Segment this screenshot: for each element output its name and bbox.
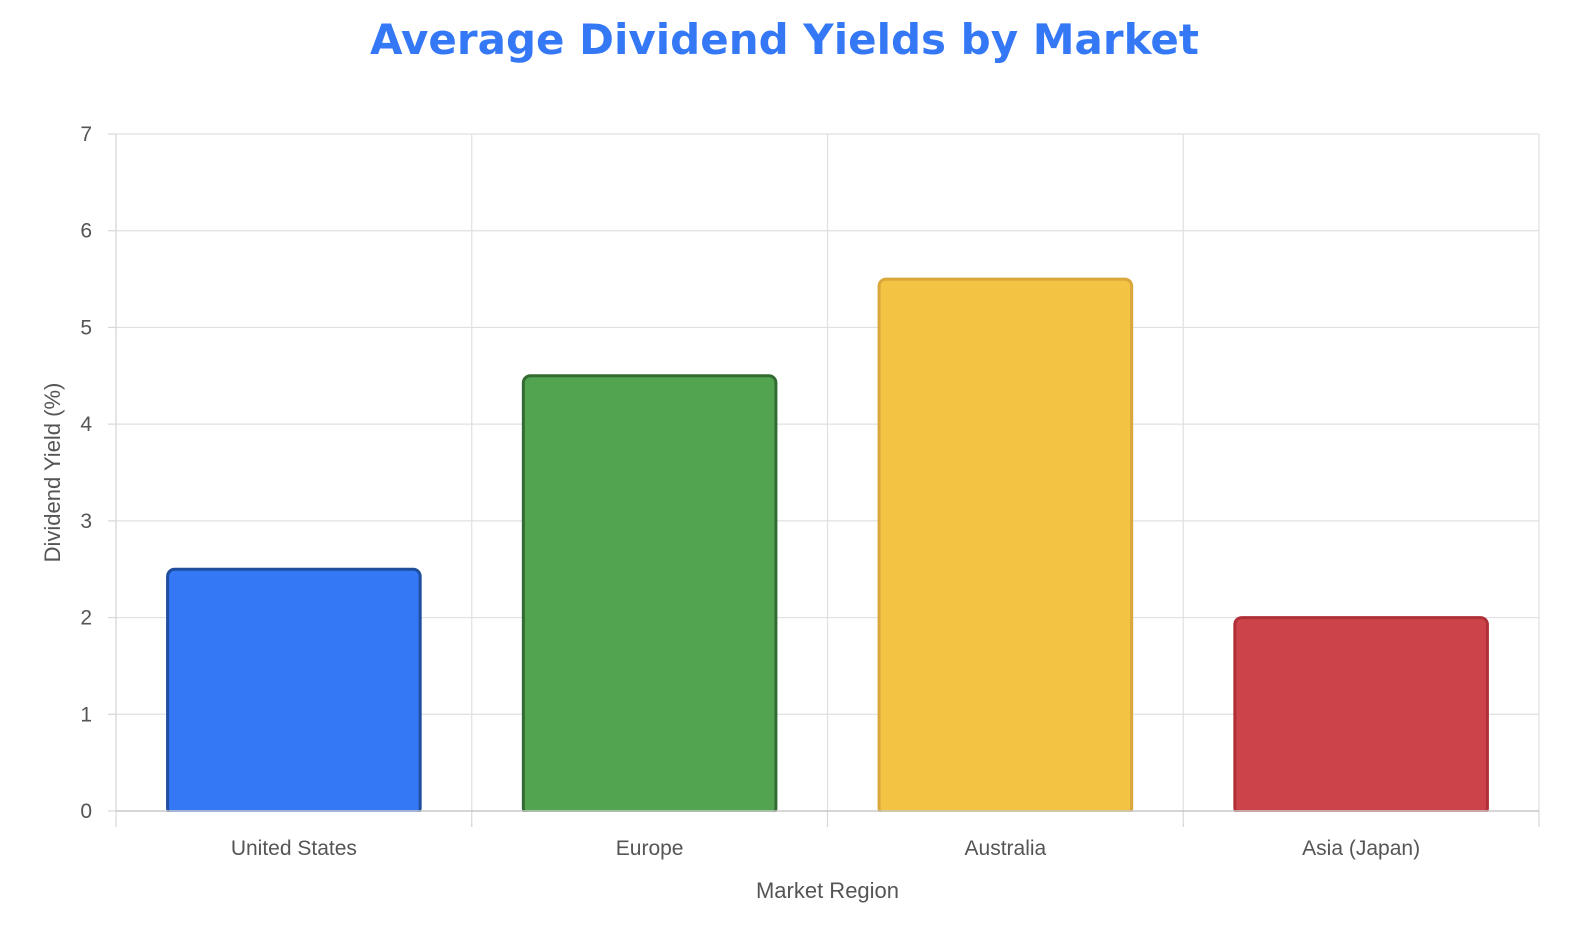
bar-australia — [877, 277, 1134, 817]
x-tick-label: Asia (Japan) — [1302, 837, 1420, 860]
x-axis-title: Market Region — [756, 878, 899, 903]
y-tick-label: 5 — [80, 316, 92, 339]
axes — [115, 134, 1540, 827]
y-tick-label: 7 — [80, 123, 92, 146]
y-tick-label: 6 — [80, 220, 92, 243]
y-tick-label: 0 — [80, 800, 92, 823]
bar-asia-japan — [1233, 616, 1489, 817]
x-tick-label: Europe — [616, 837, 684, 860]
y-tick-label: 4 — [80, 413, 92, 436]
x-tick-label: United States — [231, 837, 357, 860]
y-axis-ticks: 0 1 2 3 4 5 6 7 — [80, 123, 92, 823]
y-tick-label: 1 — [80, 703, 92, 726]
bars — [114, 277, 1541, 824]
bar-united-states — [166, 567, 422, 817]
grid — [108, 133, 1540, 827]
y-axis-title: Dividend Yield (%) — [40, 383, 65, 563]
y-tick-label: 3 — [80, 510, 92, 533]
y-tick-label: 2 — [80, 607, 92, 630]
x-axis-ticks: United States Europe Australia Asia (Japan) — [231, 837, 1420, 860]
chart-title: Average Dividend Yields by Market — [370, 15, 1199, 64]
bar-europe — [521, 374, 778, 817]
x-tick-label: Australia — [965, 837, 1047, 860]
